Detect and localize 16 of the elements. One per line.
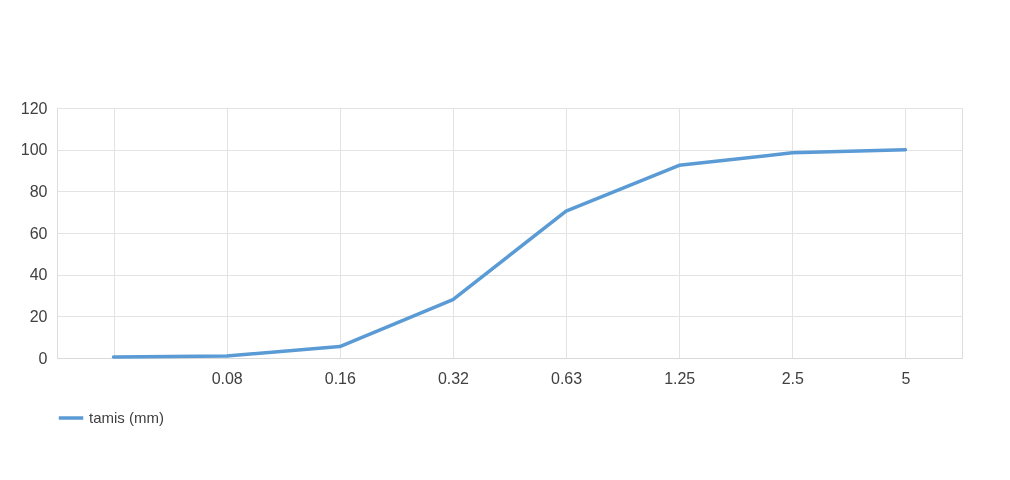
x-tick-label: 5 — [901, 369, 911, 387]
x-tick-label: 2.5 — [781, 369, 805, 387]
x-tick-label: 1.25 — [664, 369, 696, 387]
y-tick-label: 80 — [29, 182, 48, 200]
x-tick-label: 0.63 — [550, 369, 583, 387]
y-tick-label: 0 — [38, 349, 48, 367]
legend-label: tamis (mm) — [89, 409, 164, 426]
y-tick-label: 40 — [29, 266, 48, 284]
x-tick-label: 0.16 — [324, 369, 356, 387]
y-tick-label: 20 — [29, 307, 48, 325]
x-tick-label: 0.32 — [437, 369, 470, 387]
line-series — [111, 147, 908, 359]
y-tick-label: 100 — [20, 141, 48, 159]
x-tick-label: 0.08 — [211, 369, 243, 387]
y-tick-label: 120 — [20, 99, 48, 117]
y-tick-label: 60 — [29, 224, 48, 242]
